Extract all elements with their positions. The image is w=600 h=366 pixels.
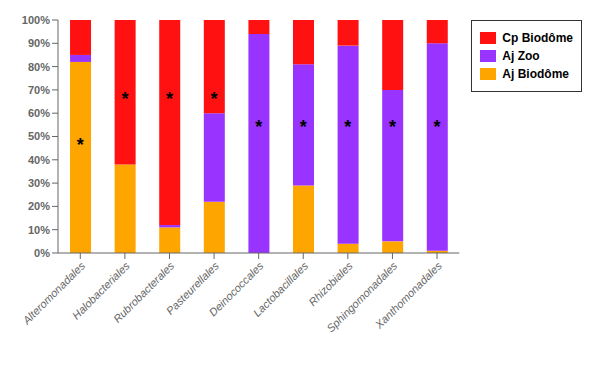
svg-text:Sphingomonadales: Sphingomonadales — [324, 259, 400, 335]
svg-text:*: * — [255, 117, 262, 137]
svg-text:Rubrobacterales: Rubrobacterales — [111, 259, 177, 325]
svg-text:Lactobacillales: Lactobacillales — [251, 259, 311, 319]
svg-text:30%: 30% — [28, 177, 50, 189]
svg-text:Alteromonadales: Alteromonadales — [20, 259, 88, 327]
svg-text:Pasteurellales: Pasteurellales — [163, 259, 221, 317]
svg-text:*: * — [344, 117, 351, 137]
svg-text:*: * — [434, 117, 441, 137]
svg-text:80%: 80% — [28, 61, 50, 73]
svg-text:40%: 40% — [28, 154, 50, 166]
svg-text:Xanthomonadales: Xanthomonadales — [372, 259, 444, 331]
svg-text:*: * — [121, 89, 128, 109]
svg-text:*: * — [389, 117, 396, 137]
html-text:Cp Biodôme: Cp Biodôme — [502, 31, 573, 45]
svg-text:70%: 70% — [28, 84, 50, 96]
svg-text:Deinococcales: Deinococcales — [206, 259, 266, 319]
svg-text:100%: 100% — [22, 14, 50, 26]
svg-text:Rhizobiales: Rhizobiales — [306, 259, 355, 308]
svg-text:*: * — [300, 117, 307, 137]
svg-text:10%: 10% — [28, 224, 50, 236]
svg-text:Halobacteriales: Halobacteriales — [69, 259, 132, 322]
svg-text:20%: 20% — [28, 200, 50, 212]
svg-text:50%: 50% — [28, 130, 50, 142]
svg-text:*: * — [211, 89, 218, 109]
html-text:Aj Zoo: Aj Zoo — [502, 49, 540, 63]
svg-text:*: * — [166, 89, 173, 109]
svg-text:60%: 60% — [28, 107, 50, 119]
svg-text:0%: 0% — [34, 247, 50, 259]
svg-text:90%: 90% — [28, 37, 50, 49]
html-text:Aj Biodôme: Aj Biodôme — [502, 67, 569, 81]
svg-text:*: * — [77, 135, 84, 155]
